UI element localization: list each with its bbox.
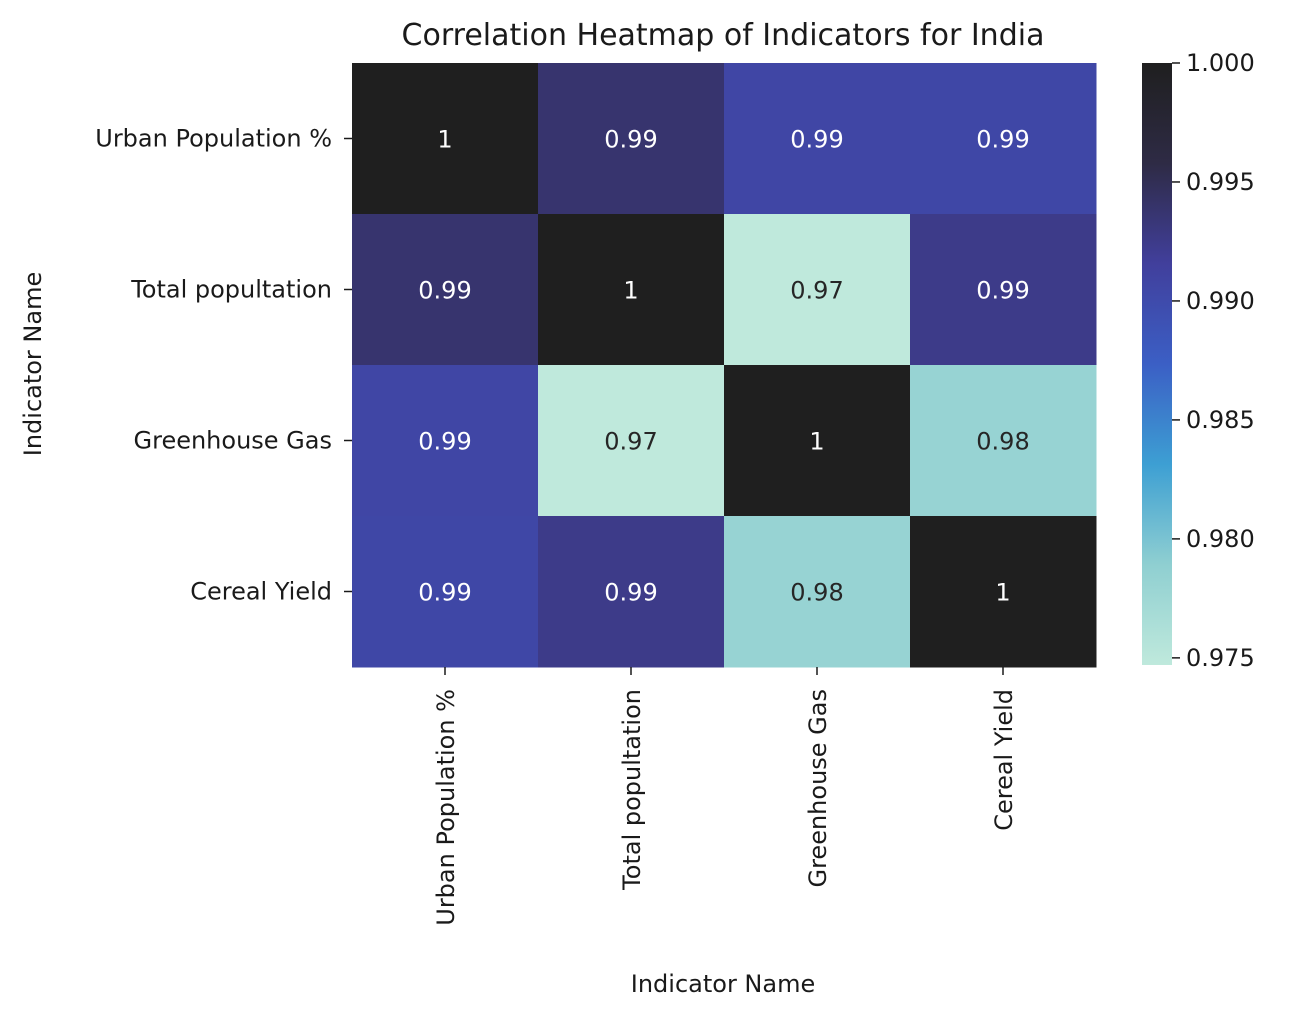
cell-annotation: 0.98 [976, 428, 1029, 456]
y-axis: Urban Population % Total popultation Green… [95, 125, 352, 606]
heatmap-cell [352, 63, 539, 215]
x-axis: Urban Population % Total popultation Green… [432, 667, 1018, 926]
cell-annotation: 0.99 [418, 579, 471, 607]
heatmap-cell [910, 516, 1097, 668]
y-axis-label: Indicator Name [19, 272, 47, 457]
y-tick-label: Urban Population % [95, 125, 332, 153]
colorbar-gradient [1142, 63, 1172, 665]
colorbar-tick-label: 1.000 [1186, 49, 1255, 77]
cell-annotation: 0.99 [976, 126, 1029, 154]
cell-annotation: 0.97 [604, 428, 657, 456]
y-tick-label: Total popultation [130, 276, 332, 304]
heatmap-cell [352, 214, 539, 366]
colorbar-tick-label: 0.975 [1186, 644, 1255, 672]
y-tick-label: Greenhouse Gas [134, 427, 333, 455]
colorbar-tick-label: 0.995 [1186, 168, 1255, 196]
cell-annotation: 0.99 [418, 428, 471, 456]
colorbar-tick-label: 0.985 [1186, 406, 1255, 434]
heatmap-cell [724, 516, 911, 668]
cell-annotation: 0.99 [976, 277, 1029, 305]
cell-annotation: 0.98 [790, 579, 843, 607]
heatmap-cell [352, 365, 539, 517]
heatmap-cells: 1 0.99 0.99 0.99 0.99 1 0.97 0.99 0.99 0.97 1 0.98 0… [352, 63, 1097, 668]
cell-annotation: 1 [623, 277, 638, 305]
heatmap-cell [910, 214, 1097, 366]
x-tick-label: Cereal Yield [990, 689, 1018, 831]
x-tick-label: Total popultation [618, 689, 646, 891]
x-tick-label: Urban Population % [432, 689, 460, 926]
cell-annotation: 0.99 [604, 579, 657, 607]
heatmap-cell [724, 63, 911, 215]
heatmap-cell [538, 214, 725, 366]
heatmap-cell [724, 365, 911, 517]
colorbar: 0.975 0.980 0.985 0.990 0.995 1.000 [1142, 49, 1255, 672]
x-tick-label: Greenhouse Gas [804, 689, 832, 888]
heatmap-cell [538, 365, 725, 517]
heatmap-cell [538, 516, 725, 668]
cell-annotation: 0.97 [790, 277, 843, 305]
heatmap-cell [910, 63, 1097, 215]
cell-annotation: 0.99 [604, 126, 657, 154]
cell-annotation: 0.99 [790, 126, 843, 154]
cell-annotation: 1 [437, 126, 452, 154]
heatmap-cell [538, 63, 725, 215]
chart-title: Correlation Heatmap of Indicators for In… [402, 18, 1045, 53]
heatmap-cell [910, 365, 1097, 517]
cell-annotation: 0.99 [418, 277, 471, 305]
heatmap-cell [352, 516, 539, 668]
cell-annotation: 1 [809, 428, 824, 456]
heatmap-cell [724, 214, 911, 366]
colorbar-tick-label: 0.990 [1186, 287, 1255, 315]
cell-annotation: 1 [995, 579, 1010, 607]
y-tick-label: Cereal Yield [190, 578, 332, 606]
colorbar-tick-label: 0.980 [1186, 525, 1255, 553]
x-axis-label: Indicator Name [631, 970, 816, 998]
